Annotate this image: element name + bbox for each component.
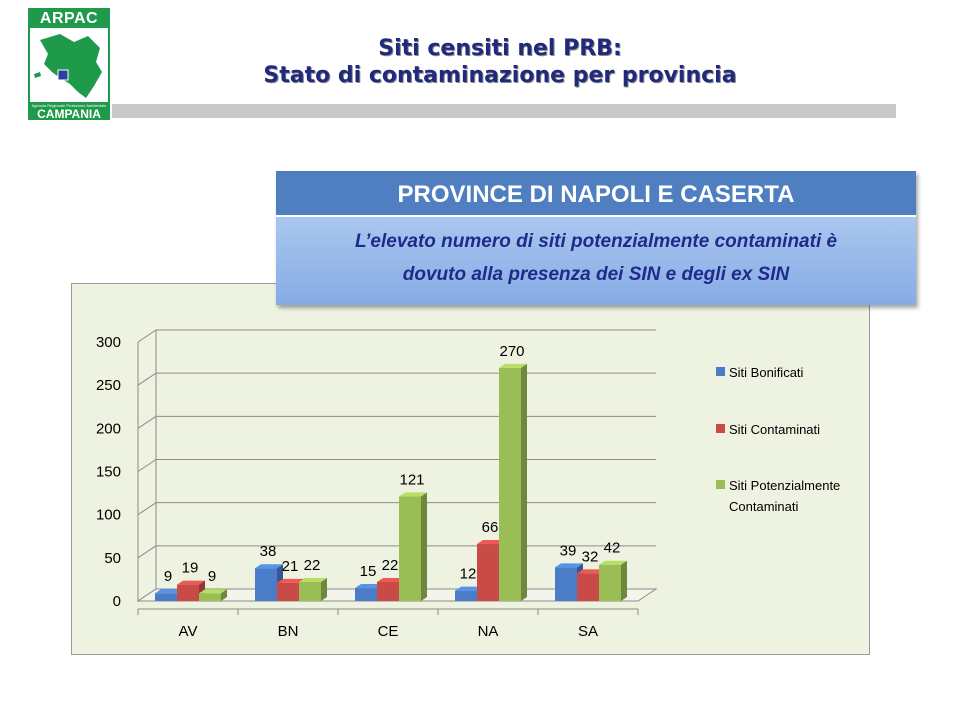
x-tick-label: AV xyxy=(179,623,198,640)
bar xyxy=(377,582,399,601)
bar xyxy=(455,590,477,601)
bar-top xyxy=(377,578,405,583)
bar-side xyxy=(521,363,527,601)
slide-title: Siti censiti nel PRB: Stato di contamina… xyxy=(170,35,830,89)
bar-top xyxy=(577,569,605,574)
logo-bottom-text: CAMPANIA xyxy=(37,107,101,121)
data-label: 39 xyxy=(560,542,577,559)
legend-label: Siti Bonificati xyxy=(729,365,804,380)
logo-top-text: ARPAC xyxy=(39,10,99,27)
bar xyxy=(299,582,321,601)
data-label: 12 xyxy=(460,566,477,583)
data-label: 15 xyxy=(360,563,377,580)
callout-body-line-2: dovuto alla presenza dei SIN e degli ex … xyxy=(402,264,790,285)
y-tick-label: 250 xyxy=(96,377,121,394)
bar xyxy=(499,367,521,601)
title-line-1: Siti censiti nel PRB: xyxy=(378,36,622,61)
x-tick-label: BN xyxy=(278,623,299,640)
callout-body-line-1: L’elevato numero di siti potenzialmente … xyxy=(354,231,838,252)
data-label: 38 xyxy=(260,543,277,560)
bar xyxy=(177,584,199,601)
y-tick-label: 150 xyxy=(96,464,121,481)
bar-top xyxy=(299,578,327,583)
data-label: 22 xyxy=(304,557,321,574)
x-tick-label: SA xyxy=(578,623,598,640)
bar xyxy=(155,593,177,601)
title-line-2: Stato di contaminazione per provincia xyxy=(263,63,737,88)
y-tick-label: 0 xyxy=(113,593,121,610)
campania-map-icon xyxy=(30,28,108,102)
gridline-side xyxy=(137,459,157,472)
gridline-side xyxy=(137,372,157,386)
bar-top xyxy=(477,540,505,545)
bar-top xyxy=(255,564,283,569)
bar xyxy=(555,567,577,601)
x-tick-label: NA xyxy=(478,623,499,640)
data-label: 42 xyxy=(604,540,621,557)
legend-swatch xyxy=(716,480,725,489)
data-label: 21 xyxy=(282,558,299,575)
bar xyxy=(355,588,377,601)
y-tick-label: 200 xyxy=(96,420,121,437)
bar-top xyxy=(155,589,183,594)
bar xyxy=(599,564,621,601)
bar-top xyxy=(455,586,483,591)
bar xyxy=(277,582,299,601)
data-label: 19 xyxy=(182,560,199,577)
y-tick-label: 50 xyxy=(104,550,121,567)
bar xyxy=(199,593,221,601)
gridline-side xyxy=(137,545,157,559)
data-label: 22 xyxy=(382,557,399,574)
bar-top xyxy=(399,492,427,497)
bar-side xyxy=(621,560,627,601)
bar-top xyxy=(277,578,305,583)
callout-body: L’elevato numero di siti potenzialmente … xyxy=(276,217,916,305)
data-label: 9 xyxy=(208,568,216,585)
bar xyxy=(477,544,499,601)
bar-top xyxy=(199,589,227,594)
callout-heading: PROVINCE DI NAPOLI E CASERTA xyxy=(276,171,916,217)
bar xyxy=(577,573,599,601)
bar-side xyxy=(421,492,427,601)
y-tick-label: 300 xyxy=(96,334,121,351)
bar-top xyxy=(555,563,583,568)
bar-top xyxy=(177,580,205,585)
legend-label: Siti Potenzialmente xyxy=(729,478,840,493)
y-tick-label: 100 xyxy=(96,507,121,524)
data-label: 270 xyxy=(499,343,524,360)
callout-box: PROVINCE DI NAPOLI E CASERTA L’elevato n… xyxy=(276,171,916,305)
bar xyxy=(255,568,277,601)
arpac-logo: ARPAC Agenzia Regionale Protezione Ambie… xyxy=(28,8,110,121)
x-tick-label: CE xyxy=(378,623,399,640)
data-label: 121 xyxy=(399,472,424,489)
bar-top xyxy=(599,560,627,565)
data-label: 9 xyxy=(164,568,172,585)
data-label: 32 xyxy=(582,548,599,565)
gridline-side xyxy=(137,329,157,343)
data-label: 66 xyxy=(482,519,499,536)
gridline-side xyxy=(137,502,157,516)
bar xyxy=(399,496,421,601)
title-divider xyxy=(112,104,896,118)
legend-label: Siti Contaminati xyxy=(729,422,820,437)
bar-top xyxy=(355,584,383,589)
legend-swatch xyxy=(716,367,725,376)
bar-side xyxy=(321,578,327,601)
legend-label: Contaminati xyxy=(729,499,798,514)
bar-top xyxy=(499,363,527,368)
bar-side xyxy=(221,589,227,601)
legend-swatch xyxy=(716,424,725,433)
gridline-side xyxy=(137,415,157,429)
logo-agency-text: Agenzia Regionale Protezione Ambientale xyxy=(31,103,107,108)
